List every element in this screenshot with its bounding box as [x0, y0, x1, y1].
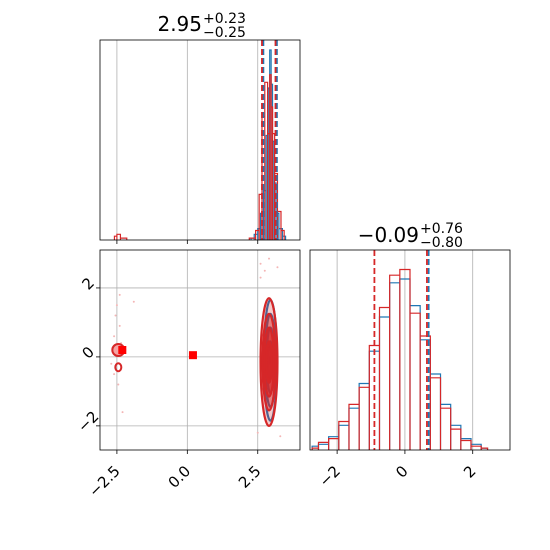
p1-grid — [116, 40, 259, 240]
p3-sample-point-6 — [121, 411, 124, 414]
p3-sample-point-17 — [256, 431, 259, 434]
p3-sample-point-14 — [259, 276, 262, 279]
p2-xtick-label-2: 2 — [460, 462, 479, 481]
p3-sample-point-18 — [279, 435, 282, 438]
p1-title-plus: +0.23 — [203, 11, 246, 27]
p2-title-minus: −0.80 — [420, 235, 463, 251]
p3-truth-marker-1 — [188, 351, 197, 360]
p2-xtick-label-1: 0 — [392, 462, 411, 481]
p1-title: 2.95 — [157, 12, 202, 36]
p3-sample-point-15 — [276, 266, 279, 269]
p1-hist-series-1 — [113, 74, 285, 240]
p2-hist-series-1 — [311, 268, 489, 450]
p3-sample-point-0 — [114, 314, 117, 317]
p3-sample-point-7 — [113, 373, 116, 376]
joint-panel: −2.5 0.0 2.5 −2 0 2 — [74, 249, 301, 501]
p3-sample-point-12 — [259, 262, 262, 265]
p3-ytick-label-2: 2 — [79, 274, 98, 293]
p3-sample-point-5 — [117, 383, 120, 386]
marginal-panel-param-2: −2 0 2 −0.09 +0.76 −0.80 — [309, 221, 511, 490]
p3-contour-1-3 — [265, 340, 273, 384]
p3-sample-point-4 — [115, 304, 118, 307]
p2-title-plus: +0.76 — [420, 221, 463, 237]
p3-xtick-label-2: 2.5 — [235, 462, 265, 492]
marginal-panel-param-1: 2.95 +0.23 −0.25 — [99, 11, 301, 244]
p3-ytick-label-0: −2 — [74, 407, 102, 435]
p2-axes-frame — [309, 249, 511, 451]
p3-axes-frame — [99, 249, 301, 451]
p3-sample-point-16 — [268, 257, 271, 260]
p2-title: −0.09 — [358, 223, 419, 247]
p3-secondary-mode-1 — [114, 362, 123, 373]
p3-sample-point-11 — [110, 362, 113, 365]
p3-sample-point-2 — [113, 335, 116, 338]
p1-axes-frame — [99, 39, 301, 241]
p3-secondary-marker-0 — [118, 346, 127, 354]
p3-sample-point-13 — [263, 269, 266, 272]
p3-sample-point-8 — [118, 293, 121, 296]
p1-histograms — [113, 40, 287, 240]
p3-ytick-label-1: 0 — [79, 343, 98, 362]
p3-sample-point-10 — [132, 300, 135, 303]
p3-ticks: −2.5 0.0 2.5 −2 0 2 — [74, 274, 265, 501]
p2-grid — [336, 250, 474, 450]
p3-sample-point-1 — [118, 324, 121, 327]
p2-histograms — [311, 250, 489, 450]
p1-ticks — [116, 240, 259, 244]
p2-ticks: −2 0 2 — [316, 450, 480, 490]
p3-contours — [110, 257, 282, 438]
p3-xtick-label-1: 0.0 — [165, 462, 195, 492]
p1-title-minus: −0.25 — [203, 25, 246, 41]
p2-xtick-label-0: −2 — [316, 462, 344, 490]
p3-xtick-label-0: −2.5 — [85, 462, 123, 500]
